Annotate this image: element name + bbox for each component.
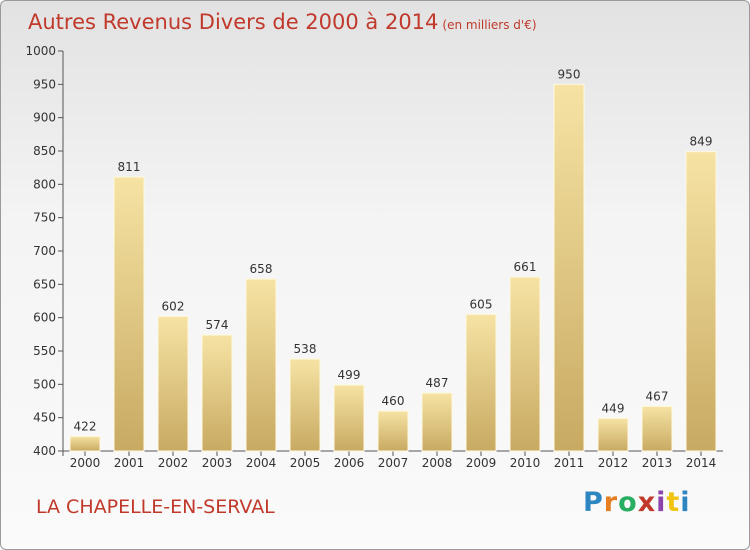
bar xyxy=(289,358,321,452)
data-label: 849 xyxy=(690,135,713,149)
logo-letter: t xyxy=(666,487,681,518)
logo-letter: x xyxy=(637,487,657,518)
x-tick-label: 2009 xyxy=(466,456,497,470)
bar xyxy=(157,315,189,452)
x-tick-label: 2001 xyxy=(114,456,145,470)
y-tick-label: 950 xyxy=(33,77,56,91)
location-name: LA CHAPELLE-EN-SERVAL xyxy=(36,496,275,518)
logo-letter: i xyxy=(680,487,691,518)
x-tick-label: 2005 xyxy=(290,456,321,470)
bar xyxy=(201,334,233,452)
x-tick-label: 2007 xyxy=(378,456,409,470)
data-label: 658 xyxy=(250,262,273,276)
y-tick-label: 600 xyxy=(33,311,56,325)
logo-letter: i xyxy=(656,487,667,518)
x-tick-label: 2004 xyxy=(246,456,277,470)
x-tick-label: 2006 xyxy=(334,456,365,470)
y-tick-label: 550 xyxy=(33,344,56,358)
data-label: 467 xyxy=(646,389,669,403)
bar xyxy=(553,83,585,452)
y-tick-label: 400 xyxy=(33,444,56,458)
x-tick-label: 2013 xyxy=(642,456,673,470)
bar xyxy=(641,405,673,452)
bar xyxy=(509,276,541,452)
bars-group xyxy=(69,83,717,452)
logo-letter: P xyxy=(583,487,604,518)
bar xyxy=(69,435,101,452)
data-label: 661 xyxy=(514,260,537,274)
proxiti-logo: Proxiti xyxy=(583,487,691,518)
x-tick-label: 2011 xyxy=(554,456,585,470)
x-tick-label: 2010 xyxy=(510,456,541,470)
chart-title: Autres Revenus Divers de 2000 à 2014 (en … xyxy=(28,10,537,34)
data-label: 574 xyxy=(206,318,229,332)
bar xyxy=(465,313,497,452)
chart-axes: 400 450 500 550 600 650 700 750 800 850 900 950 1000 xyxy=(25,44,723,458)
logo-letter: r xyxy=(603,487,619,518)
data-label: 811 xyxy=(118,160,141,174)
bar xyxy=(377,410,409,452)
y-tick-label: 800 xyxy=(33,177,56,191)
y-tick-label: 900 xyxy=(33,111,56,125)
labels-group: 2000 422 2001 811 2002 602 2003 574 2004 658 2005 5… xyxy=(70,67,717,470)
data-label: 950 xyxy=(558,67,581,81)
x-tick-label: 2003 xyxy=(202,456,233,470)
data-label: 605 xyxy=(470,297,493,311)
data-label: 460 xyxy=(382,394,405,408)
y-tick-label: 750 xyxy=(33,211,56,225)
data-label: 499 xyxy=(338,368,361,382)
data-label: 487 xyxy=(426,376,449,390)
y-tick-label: 700 xyxy=(33,244,56,258)
y-tick-label: 450 xyxy=(33,411,56,425)
logo-letter: o xyxy=(618,487,638,518)
x-tick-label: 2000 xyxy=(70,456,101,470)
chart-subtitle: (en milliers d'€) xyxy=(442,18,537,32)
bar xyxy=(245,278,277,452)
data-label: 538 xyxy=(294,342,317,356)
x-tick-label: 2008 xyxy=(422,456,453,470)
x-tick-label: 2014 xyxy=(686,456,717,470)
bar xyxy=(113,176,145,452)
bar xyxy=(597,417,629,452)
chart-title-text: Autres Revenus Divers de 2000 à 2014 xyxy=(28,10,439,34)
data-label: 449 xyxy=(602,401,625,415)
data-label: 602 xyxy=(162,299,185,313)
data-label: 422 xyxy=(74,419,97,433)
bar xyxy=(333,384,365,452)
bar xyxy=(421,392,453,452)
y-tick-label: 650 xyxy=(33,277,56,291)
x-tick-label: 2012 xyxy=(598,456,629,470)
x-tick-label: 2002 xyxy=(158,456,189,470)
y-tick-label: 850 xyxy=(33,144,56,158)
y-tick-label: 1000 xyxy=(25,44,56,58)
bar xyxy=(685,151,717,452)
y-tick-label: 500 xyxy=(33,377,56,391)
